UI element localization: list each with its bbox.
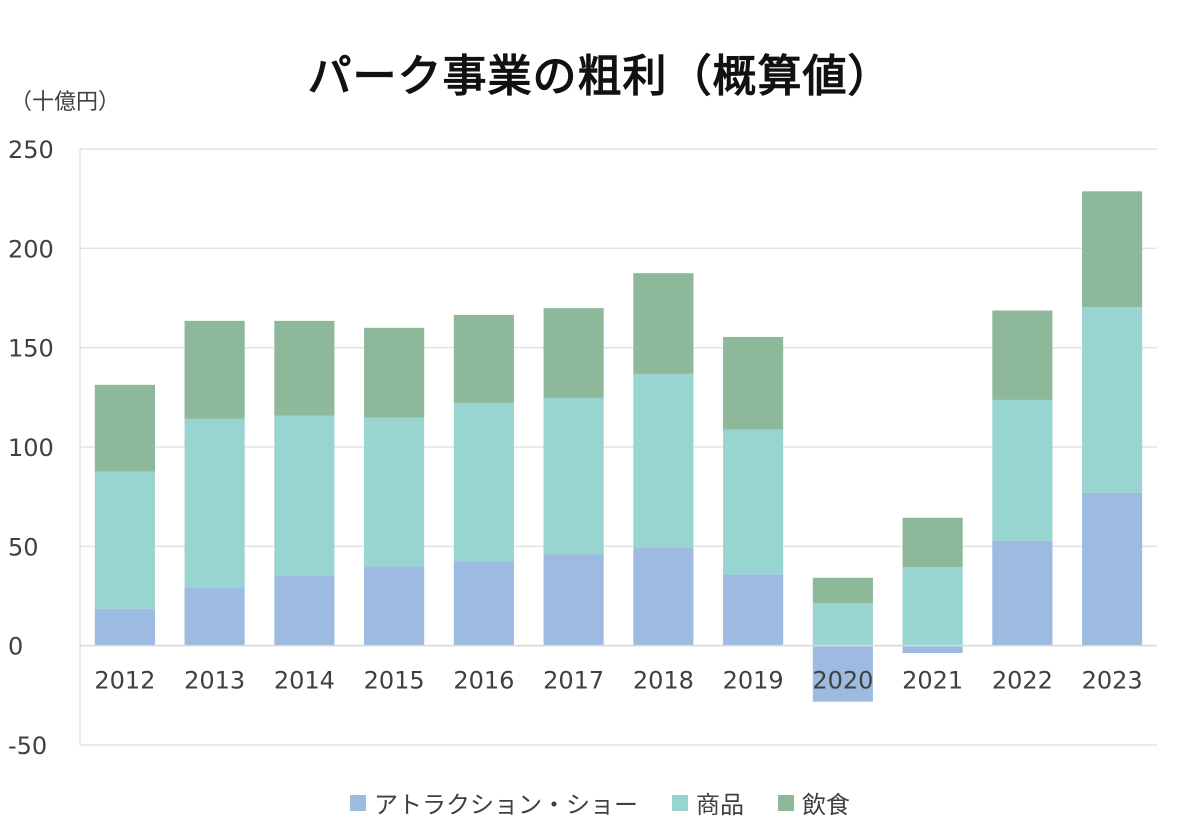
bar-segment [812,577,873,604]
x-tick-label: 2017 [543,667,604,695]
legend: アトラクション・ショー 商品 飲食 [0,785,1200,820]
bar-segment [184,418,245,589]
y-tick-label: 0 [8,633,23,661]
bar-segment [633,373,694,548]
bar-segment [1082,191,1143,308]
legend-item: 飲食 [778,785,850,820]
y-tick-label: 150 [8,335,54,363]
bar-segment [902,517,963,567]
x-tick-label: 2016 [453,667,514,695]
legend-swatch [672,794,688,811]
bar-segment [94,384,155,472]
bar-segment [364,327,425,418]
legend-label: 飲食 [802,791,850,819]
bar-segment [633,273,694,374]
bar-segment [723,336,784,430]
bar-segment [992,399,1053,541]
x-tick-label: 2021 [902,667,963,695]
legend-label: 商品 [696,791,744,819]
bar-segment [812,645,873,702]
x-tick-label: 2019 [723,667,784,695]
bar-segment [723,574,784,646]
bar-segment [274,415,335,576]
bar-segment [1082,307,1143,493]
bar-segment [184,320,245,419]
bar-segment [364,566,425,646]
legend-swatch [778,794,794,811]
bar-segment [453,561,514,646]
x-tick-label: 2020 [812,667,873,695]
bar-segment [1082,492,1143,646]
x-tick-label: 2022 [992,667,1053,695]
bar-segment [274,320,335,416]
legend-label: アトラクション・ショー [374,791,638,819]
bar-segment [902,645,963,654]
y-tick-label: 100 [8,434,54,462]
bar-segment [543,308,604,398]
x-tick-label: 2013 [184,667,245,695]
y-tick-label: 50 [8,533,39,561]
bar-segment [812,603,873,646]
bar-segment [543,554,604,646]
bar-segment [94,608,155,646]
bar-segment [453,402,514,562]
x-tick-label: 2012 [94,667,155,695]
bar-segment [364,417,425,567]
y-axis-unit-label: （十億円） [10,90,121,115]
legend-item: 商品 [672,785,744,820]
x-tick-label: 2018 [633,667,694,695]
y-tick-label: 250 [8,136,54,164]
legend-swatch [350,794,366,811]
bar-segment [274,575,335,646]
bar-segment [992,310,1053,400]
bar-segment [453,314,514,403]
chart-title: パーク事業の粗利（概算値） [307,51,893,102]
x-tick-label: 2023 [1082,667,1143,695]
legend-item: アトラクション・ショー [350,785,638,820]
bar-segment [723,429,784,575]
x-tick-label: 2014 [274,667,335,695]
y-tick-label: 200 [8,235,54,263]
y-tick-label: -50 [8,732,47,760]
bar-segment [992,540,1053,646]
bar-segment [184,588,245,646]
bar-segment [902,566,963,646]
x-tick-label: 2015 [364,667,425,695]
bar-segment [94,471,155,609]
bar-segment [633,547,694,646]
bar-segment [543,397,604,555]
